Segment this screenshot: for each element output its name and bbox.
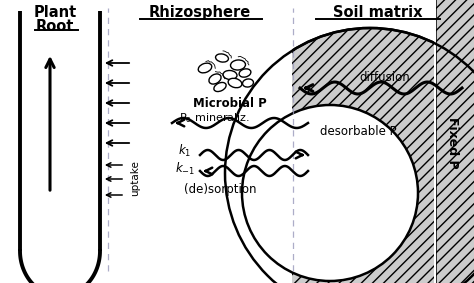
Text: Fixed P: Fixed P <box>447 117 459 169</box>
Text: Root: Root <box>36 19 74 34</box>
Ellipse shape <box>228 78 242 88</box>
Ellipse shape <box>243 79 254 87</box>
Text: (de)sorption: (de)sorption <box>184 183 256 196</box>
Ellipse shape <box>230 60 246 70</box>
Text: $k_{-1}$: $k_{-1}$ <box>175 161 195 177</box>
Bar <box>434 0 436 283</box>
Ellipse shape <box>209 74 221 84</box>
Text: Rhizosphere: Rhizosphere <box>149 5 251 20</box>
Ellipse shape <box>239 69 251 77</box>
Text: Soil matrix: Soil matrix <box>333 5 423 20</box>
Bar <box>0 0 292 283</box>
Circle shape <box>242 105 418 281</box>
Text: uptake: uptake <box>130 160 140 196</box>
Ellipse shape <box>216 54 228 62</box>
Text: $\mathrm{P_o}$ mineraliz.: $\mathrm{P_o}$ mineraliz. <box>180 111 251 125</box>
Text: Plant: Plant <box>33 5 77 20</box>
Text: Microbial P: Microbial P <box>193 97 267 110</box>
Text: $k_1$: $k_1$ <box>178 143 191 159</box>
Text: desorbable P: desorbable P <box>319 125 396 138</box>
Circle shape <box>225 28 474 283</box>
Text: diffusion: diffusion <box>360 71 410 84</box>
Ellipse shape <box>198 63 212 73</box>
Ellipse shape <box>223 70 237 80</box>
Bar <box>435 0 474 283</box>
Ellipse shape <box>214 82 226 91</box>
